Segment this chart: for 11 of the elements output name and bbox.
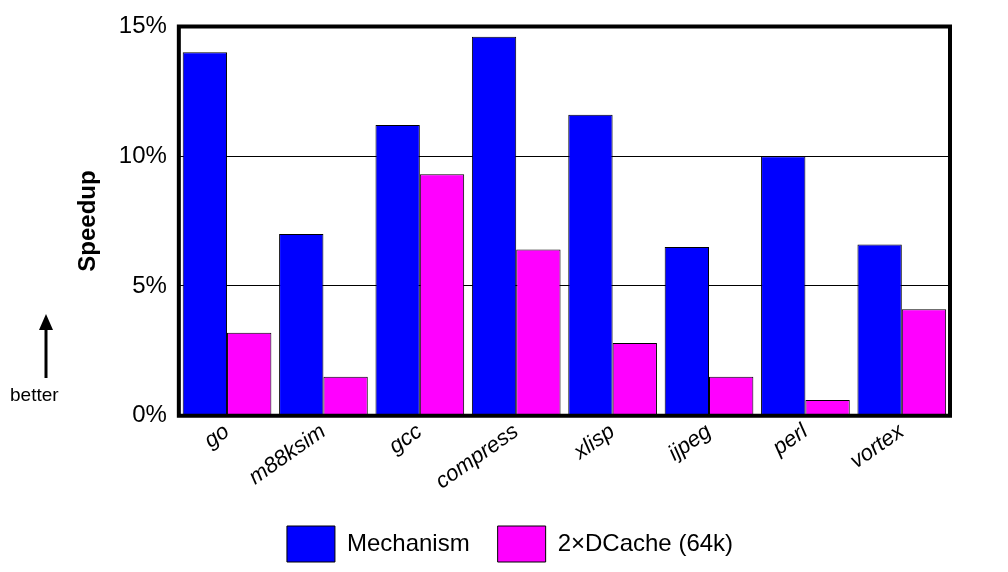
legend-label: 2×DCache (64k) — [557, 528, 734, 556]
y-tick-label: 15% — [118, 11, 167, 39]
x-tick-label: gcc — [383, 418, 427, 459]
y-tick-label: 0% — [132, 400, 167, 428]
legend-label: Mechanism — [346, 528, 470, 556]
x-tick-label: go — [199, 418, 234, 453]
y-tick-label: 10% — [118, 140, 167, 168]
y-tick-label: 5% — [132, 270, 167, 298]
y-axis-title: Speedup — [73, 170, 101, 272]
text: better — [10, 384, 59, 406]
x-tick-label: xlisp — [567, 418, 619, 465]
